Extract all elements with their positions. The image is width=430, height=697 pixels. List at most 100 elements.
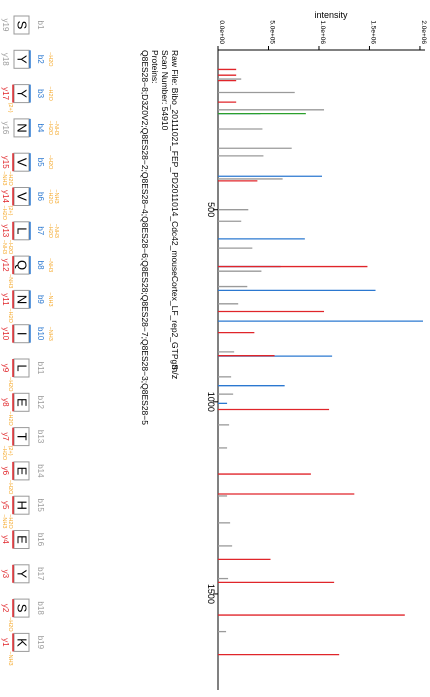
residue-letter: E [15,535,30,544]
residue-box [13,427,30,447]
b-loss-note: −H2O [47,155,53,170]
y-tick-label: 1.5e+06 [369,20,376,44]
residue-box [13,632,30,652]
b-ion-label: b5 [36,158,45,167]
y-ion-label: y8 [1,398,10,407]
residue-letter: V [15,158,30,167]
residue-box [13,392,30,412]
residue-letter: H [15,501,30,510]
y-loss-note: −NH3 [7,651,13,665]
b-loss-note: −H2O [47,189,53,204]
y-loss-note: −NH3 [1,171,7,185]
residue-box [13,84,30,104]
y-ion-label: y10 [1,327,10,340]
b-loss-note: −NH3 [47,258,53,272]
b-ion-label: b19 [36,636,45,650]
residue-letter: N [15,123,30,132]
y-ion-label: y5 [1,501,10,510]
y-ion-label: y4 [1,535,10,544]
y-loss-note: −H2O [7,240,13,255]
b-loss-note: −H2O [47,224,53,239]
y-loss-note: −H2O [1,206,7,221]
y-ion-label: y11 [1,293,10,306]
residue-box [13,15,30,35]
b-loss-note: −NH3 [47,292,53,306]
b-loss-note: −NH3 [53,189,59,203]
residue-box [13,118,30,138]
y-ion-label: y18 [1,53,10,66]
b-ion-label: b15 [36,499,45,513]
b-ion-label: b12 [36,396,45,410]
b-loss-note: −H2O [47,52,53,67]
y-ion-label: y9 [1,364,10,373]
y-loss-note: −H2O [7,480,13,495]
raw-file-label: Raw File: Bibo_20111021_FEP_PD2011014_Cd… [170,50,180,370]
y-ion-label: y7 [1,432,10,441]
residue-letter: Q [15,260,30,270]
y-ion-label: y14 [1,190,10,203]
y-loss-note: −H2O [7,171,13,186]
proteins-title: Proteins: [150,50,160,84]
b-ion-label: b17 [36,567,45,581]
residue-letter: I [15,332,30,336]
residue-box [13,495,30,515]
b-loss-note: −NH3 [47,327,53,341]
residue-box [13,358,30,378]
residue-box [13,187,30,206]
b-ion-label: b14 [36,464,45,478]
header-text: Raw File: Bibo_20111021_FEP_PD2011014_Cd… [140,50,180,425]
residue-box [13,461,30,481]
b-ion-label: b1 [36,21,45,30]
b-loss-note: −NH3 [53,224,59,238]
scan-number-label: Scan Number: 54910 [160,50,170,131]
y-ion-label: y6 [1,467,10,476]
residue-letter: E [15,467,30,476]
y-ion-label: y12 [1,259,10,272]
y-loss-note: −H2O [7,308,13,323]
residue-letter: S [15,604,30,613]
b-loss-note: −H2O [47,121,53,136]
b-ion-label: b11 [36,362,45,375]
residue-box [13,530,30,549]
y-tick-label: 5.0e+05 [268,20,275,44]
y-tick-label: 1.0e+06 [319,20,326,44]
b-ion-label: b6 [36,192,45,201]
y-loss-note: −NH3 [1,240,7,254]
residue-box [13,324,30,344]
y-ion-label: y3 [1,570,10,579]
residue-letter: V [15,192,30,201]
y-loss-note: −NH3 [7,274,13,288]
residue-box [13,598,30,618]
residue-box [13,564,30,584]
residue-box [13,221,30,241]
y-loss-note: −H2O [7,617,13,632]
y-ion-label: y17 [1,87,10,100]
residue-letter: E [15,398,30,407]
y-loss-note: −H2O [1,446,7,461]
x-tick-label: 500 [206,202,216,217]
residue-letter: N [15,295,30,304]
residue-box [13,289,30,309]
y-ion-label: y2 [1,604,10,613]
y-loss-note: −H2O [7,411,13,426]
b-ion-label: b3 [36,89,45,98]
axis-title-layer: intensity m/z [170,10,348,380]
y-loss-note: −H2O [7,514,13,529]
plot-area: 500 1000 1500 0.0e+00 5.0e+05 1.0e+06 1.5e+06 2… [206,20,427,690]
y-tick-label: 2.0e+06 [420,20,427,44]
y-ion-label: y19 [1,19,10,32]
b-loss-note: −H2O [47,86,53,101]
residue-box [13,255,30,275]
y-ion-label: y13 [1,224,10,237]
proteins-list: Q8ES28−8;D3Z0V2;Q8ES28−2;Q8ES28−4;Q8ES28… [140,50,150,425]
residue-letter: Y [15,569,30,578]
residue-letter: Y [15,55,30,64]
residue-letter: L [15,227,30,234]
b-ion-label: b18 [36,601,45,615]
y-tick-label: 0.0e+00 [218,20,225,44]
y-loss-note: −NH3 [1,514,7,528]
b-ion-label: b16 [36,533,45,547]
b-ion-label: b9 [36,295,45,304]
